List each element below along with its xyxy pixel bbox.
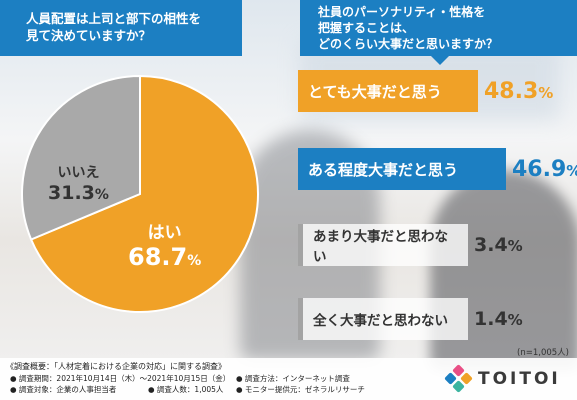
pie-label-yes-value: 68.7% — [128, 243, 202, 271]
question-right-text: 社員のパーソナリティ・性格を 把握することは、 どのくらい大事だと思いますか？ — [318, 5, 499, 51]
answer-label-1: とても大事だと思う — [298, 70, 478, 112]
pie-slice-yes — [29, 74, 259, 313]
question-left-banner: 人員配置は上司と部下の相性を 見て決めていますか？ — [0, 0, 242, 56]
question-right-banner: 社員のパーソナリティ・性格を 把握することは、 どのくらい大事だと思いますか？ — [300, 0, 577, 65]
answer-option-3: あまり大事だと思わない 3.4% — [298, 224, 523, 266]
background-person — [430, 170, 577, 370]
answer-value-4: 1.4% — [474, 308, 523, 330]
pie-slice-no — [21, 74, 141, 241]
survey-provider: ● モニター提供元：ゼネラルリサーチ — [236, 385, 365, 394]
pie-chart — [21, 74, 259, 313]
logo-text: TOITOI — [478, 369, 561, 389]
survey-count: ● 調査人数：1,005人 — [148, 385, 224, 394]
answer-value-1: 48.3% — [484, 78, 554, 104]
banner-arrow — [110, 55, 130, 56]
answer-option-2: ある程度大事だと思う 46.9% — [298, 148, 577, 190]
survey-period: ● 調査期間：2021年10月14日（木）〜2021年10月15日（金） — [10, 374, 231, 383]
answer-value-3: 3.4% — [474, 234, 523, 256]
survey-title: 《調査概要：「人材定着における企業の対応」に関する調査》 — [6, 362, 226, 371]
survey-method: ● 調査方法：インターネット調査 — [236, 374, 350, 383]
pie-label-no: いいえ 31.3% — [48, 162, 109, 204]
answer-label-2: ある程度大事だと思う — [298, 148, 506, 190]
pie-label-no-text: いいえ — [57, 165, 100, 181]
pie-label-no-value: 31.3% — [48, 182, 109, 204]
sample-size-note: (n=1,005人) — [517, 348, 569, 358]
answer-option-1: とても大事だと思う 48.3% — [298, 70, 553, 112]
banner-arrow — [430, 55, 450, 65]
logo-mark-icon — [444, 364, 473, 393]
answer-label-3: あまり大事だと思わない — [298, 224, 468, 266]
answer-label-4: 全く大事だと思わない — [298, 298, 468, 340]
survey-target: ● 調査対象：企業の人事担当者 — [10, 385, 117, 394]
survey-footer: 《調査概要：「人材定着における企業の対応」に関する調査》 ● 調査期間：2021… — [0, 358, 577, 400]
pie-label-yes-text: はい — [147, 223, 182, 243]
toitoi-logo: TOITOI — [444, 364, 561, 393]
answer-option-4: 全く大事だと思わない 1.4% — [298, 298, 523, 340]
question-left-text: 人員配置は上司と部下の相性を 見て決めていますか？ — [26, 11, 202, 43]
pie-label-yes: はい 68.7% — [128, 218, 201, 271]
answer-value-2: 46.9% — [512, 156, 577, 182]
